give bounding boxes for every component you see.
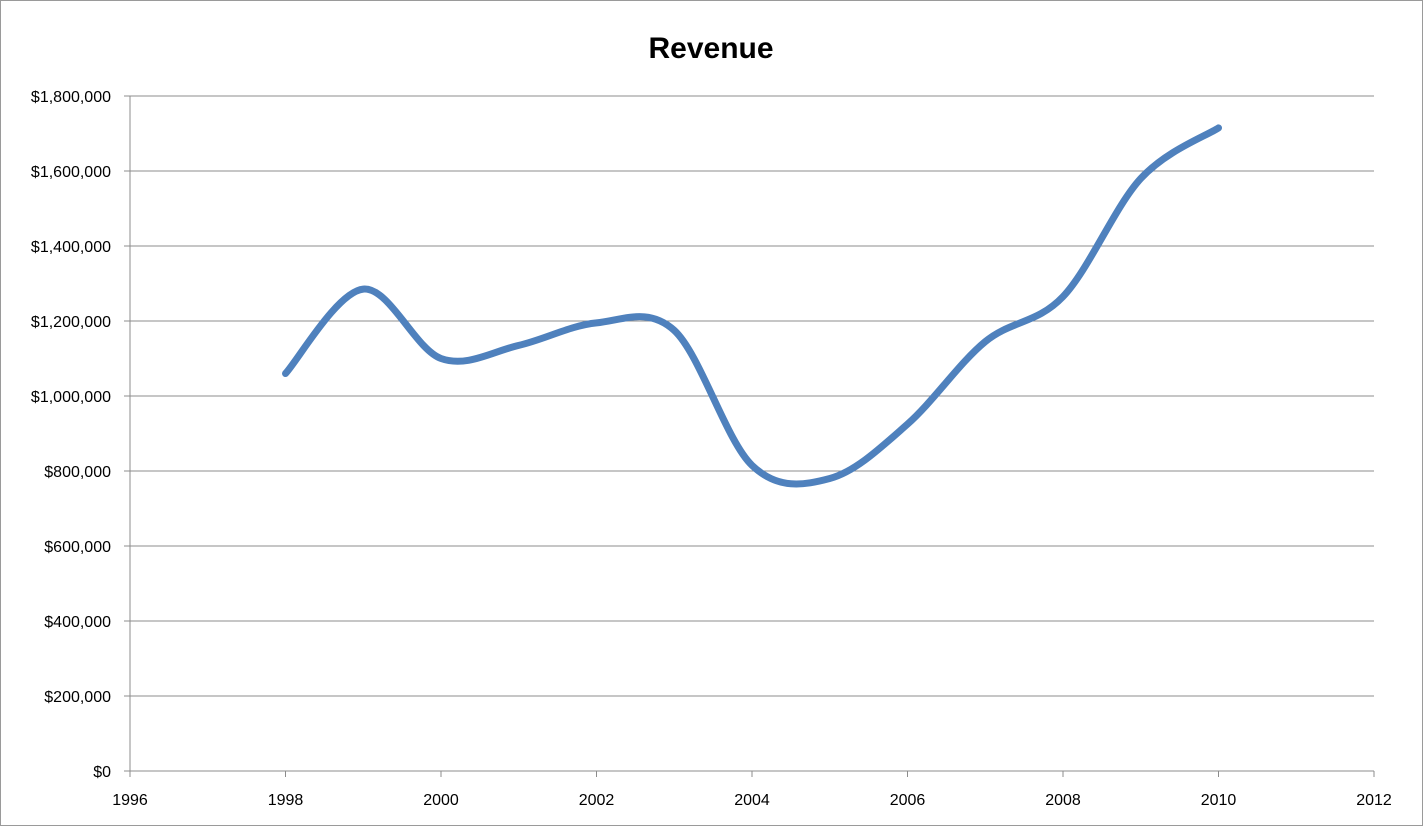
- x-tick-label: 2010: [1201, 792, 1237, 809]
- data-point-2000: [438, 355, 445, 362]
- y-tick-label: $200,000: [44, 689, 111, 706]
- x-tick-label: 2008: [1045, 792, 1081, 809]
- data-point-2007: [982, 338, 989, 345]
- y-tick-label: $1,200,000: [31, 314, 111, 331]
- y-tick-label: $400,000: [44, 614, 111, 631]
- y-tick-label: $1,400,000: [31, 239, 111, 256]
- y-tick-label: $800,000: [44, 464, 111, 481]
- data-point-1998: [282, 370, 289, 377]
- data-point-1999: [360, 286, 367, 293]
- data-point-2002: [593, 319, 600, 326]
- y-tick-labels: $0 $200,000 $400,000 $600,000 $800,000 $1,000…: [31, 89, 111, 781]
- data-point-2006: [904, 421, 911, 428]
- x-tick-labels: 1996 1998 2000 2002 2004 2006 2008 2010 2012: [112, 792, 1392, 809]
- gridlines: [130, 95, 1374, 697]
- y-tick-label: $1,000,000: [31, 389, 111, 406]
- data-point-2010: [1215, 124, 1222, 131]
- x-tick-label: 1998: [268, 792, 304, 809]
- x-tick-label: 2012: [1356, 792, 1392, 809]
- axes: [124, 95, 1375, 777]
- data-point-2009: [1137, 175, 1144, 182]
- data-point-2003: [671, 327, 678, 334]
- x-tick-label: 2000: [423, 792, 459, 809]
- x-tick-label: 2006: [890, 792, 926, 809]
- data-point-2004: [749, 462, 756, 469]
- chart-title: Revenue: [648, 32, 773, 65]
- y-tick-label: $0: [93, 764, 111, 781]
- y-tick-label: $600,000: [44, 539, 111, 556]
- data-point-2005: [826, 475, 833, 482]
- series-group: [282, 124, 1222, 488]
- data-point-2008: [1060, 293, 1067, 300]
- y-tick-label: $1,600,000: [31, 164, 111, 181]
- revenue-series-line: [282, 124, 1222, 488]
- x-tick-label: 1996: [112, 792, 148, 809]
- y-tick-label: $1,800,000: [31, 89, 111, 106]
- x-tick-label: 2002: [579, 792, 615, 809]
- x-tick-label: 2004: [734, 792, 770, 809]
- data-point-2001: [515, 342, 522, 349]
